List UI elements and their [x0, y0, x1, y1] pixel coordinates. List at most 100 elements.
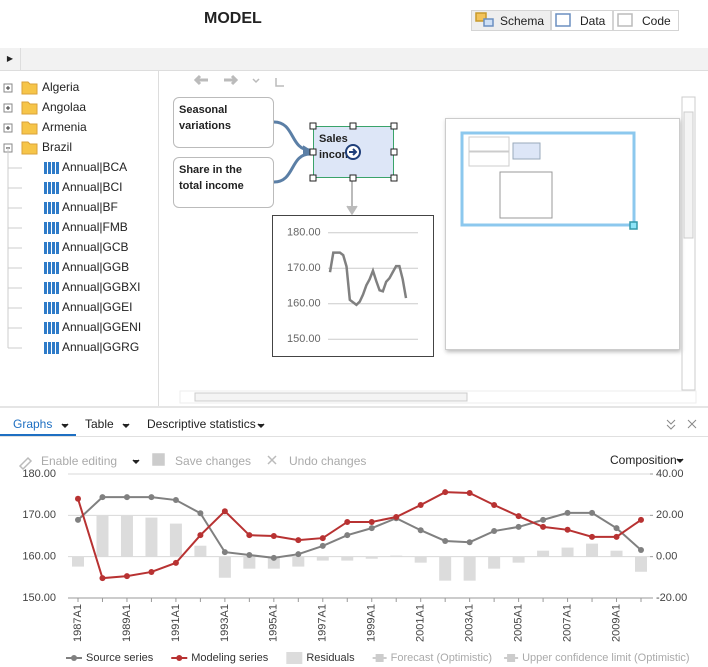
tree-node[interactable]: Annual|FMB [62, 220, 128, 234]
indicator-icon [44, 162, 47, 174]
series-marker [295, 537, 302, 544]
series-marker [564, 526, 571, 533]
tab[interactable]: Table [85, 417, 114, 431]
tree-node[interactable]: Annual|GGEI [62, 300, 133, 314]
divider [158, 70, 159, 406]
indicator-icon [48, 262, 51, 274]
tree-line [7, 328, 22, 349]
series-marker [613, 533, 620, 540]
series-line [77, 496, 642, 559]
series-marker [148, 494, 155, 501]
series-marker [442, 489, 449, 496]
tree-node[interactable]: Algeria [42, 80, 80, 94]
series-marker [540, 523, 547, 530]
y-tick-label: 180.00 [22, 468, 56, 480]
residual-bar [610, 550, 623, 557]
legend-label: Modeling series [191, 652, 269, 664]
indicator-icon [44, 282, 47, 294]
indicator-icon [44, 182, 47, 194]
toolbar-menu[interactable]: Composition [610, 453, 677, 467]
tree-line [7, 228, 22, 249]
indicator-icon [52, 342, 55, 354]
expander-sign [6, 106, 10, 110]
tree-line [7, 288, 22, 309]
page-title: MODEL [204, 10, 262, 27]
series-marker [75, 516, 81, 523]
indicator-icon [52, 282, 55, 294]
indicator-icon [52, 262, 55, 274]
residual-bar [561, 547, 574, 557]
x-tick-label: 2005A1 [513, 604, 525, 642]
tree-line [7, 268, 22, 289]
tree-node[interactable]: Annual|GGRG [62, 340, 140, 354]
indicator-icon [52, 322, 55, 334]
x-tick-label: 1989A1 [121, 604, 133, 642]
tree-node[interactable]: Annual|GCB [62, 240, 129, 254]
tree-node[interactable]: Angolaa [42, 100, 87, 114]
indicator-icon [56, 342, 59, 354]
indicator-icon [44, 202, 47, 214]
indicator-icon [56, 222, 59, 234]
tree-node[interactable]: Annual|GGBXI [62, 280, 141, 294]
tree-node[interactable]: Brazil [42, 140, 73, 154]
tab[interactable]: Graphs [13, 417, 53, 431]
toolbar-action[interactable]: Undo changes [289, 454, 367, 468]
expand-button[interactable]: ▶ [0, 48, 21, 70]
series-marker [466, 539, 473, 546]
residual-bar [267, 556, 280, 569]
mini-tick-label: 150.00 [287, 333, 321, 345]
y-tick-label: 160.00 [22, 551, 56, 563]
preview-panel [445, 118, 680, 350]
indicator-icon [44, 342, 47, 354]
series-marker [613, 525, 620, 532]
toolbar-action[interactable]: Save changes [175, 454, 252, 468]
series-marker [589, 533, 596, 540]
tab[interactable]: Descriptive statistics [147, 417, 256, 431]
indicator-icon [56, 322, 59, 334]
indicator-icon [48, 202, 51, 214]
x-tick-label: 1991A1 [170, 604, 182, 642]
series-marker [99, 494, 106, 501]
active-tab-marker [0, 434, 76, 436]
tree-node[interactable]: Armenia [42, 120, 87, 134]
mini-tick-label: 180.00 [287, 227, 321, 239]
residual-bar [488, 556, 501, 569]
series-marker [417, 527, 424, 534]
x-tick-label: 1999A1 [366, 604, 378, 642]
indicator-icon [48, 302, 51, 314]
series-marker [638, 547, 644, 554]
residual-bar [316, 556, 329, 561]
tree-node[interactable]: Annual|BCI [62, 180, 123, 194]
y2-tick-label: 0.00 [656, 551, 677, 563]
tree-node[interactable]: Annual|GGB [62, 260, 130, 274]
residual-bar [72, 556, 84, 567]
indicator-icon [52, 162, 55, 174]
indicator-icon [48, 222, 51, 234]
expander-sign [6, 126, 10, 130]
legend-swatch [286, 652, 303, 664]
series-marker [221, 508, 228, 515]
series-marker [319, 542, 326, 549]
series-marker [148, 568, 155, 575]
series-marker [589, 509, 596, 516]
series-marker [270, 533, 277, 539]
indicator-icon [56, 182, 59, 194]
x-tick-label: 1987A1 [72, 604, 84, 642]
diagram-node[interactable]: Share in the total income [173, 157, 274, 208]
folder-icon [21, 141, 38, 155]
series-marker [564, 509, 571, 516]
indicator-icon [52, 222, 55, 234]
toolbar-action[interactable]: Enable editing [41, 454, 118, 468]
series-marker [515, 523, 522, 530]
diagram-node[interactable]: Seasonal variations [173, 97, 274, 148]
residual-bar [341, 556, 354, 561]
tree-node[interactable]: Annual|GGENI [62, 320, 142, 334]
series-marker [172, 497, 179, 504]
folder-icon [21, 81, 38, 95]
tree-node[interactable]: Annual|BCA [62, 160, 128, 174]
series-marker [75, 495, 81, 502]
indicator-icon [52, 242, 55, 254]
tree-node[interactable]: Annual|BF [62, 200, 118, 214]
folder-icon [21, 101, 38, 115]
series-marker [246, 532, 253, 539]
